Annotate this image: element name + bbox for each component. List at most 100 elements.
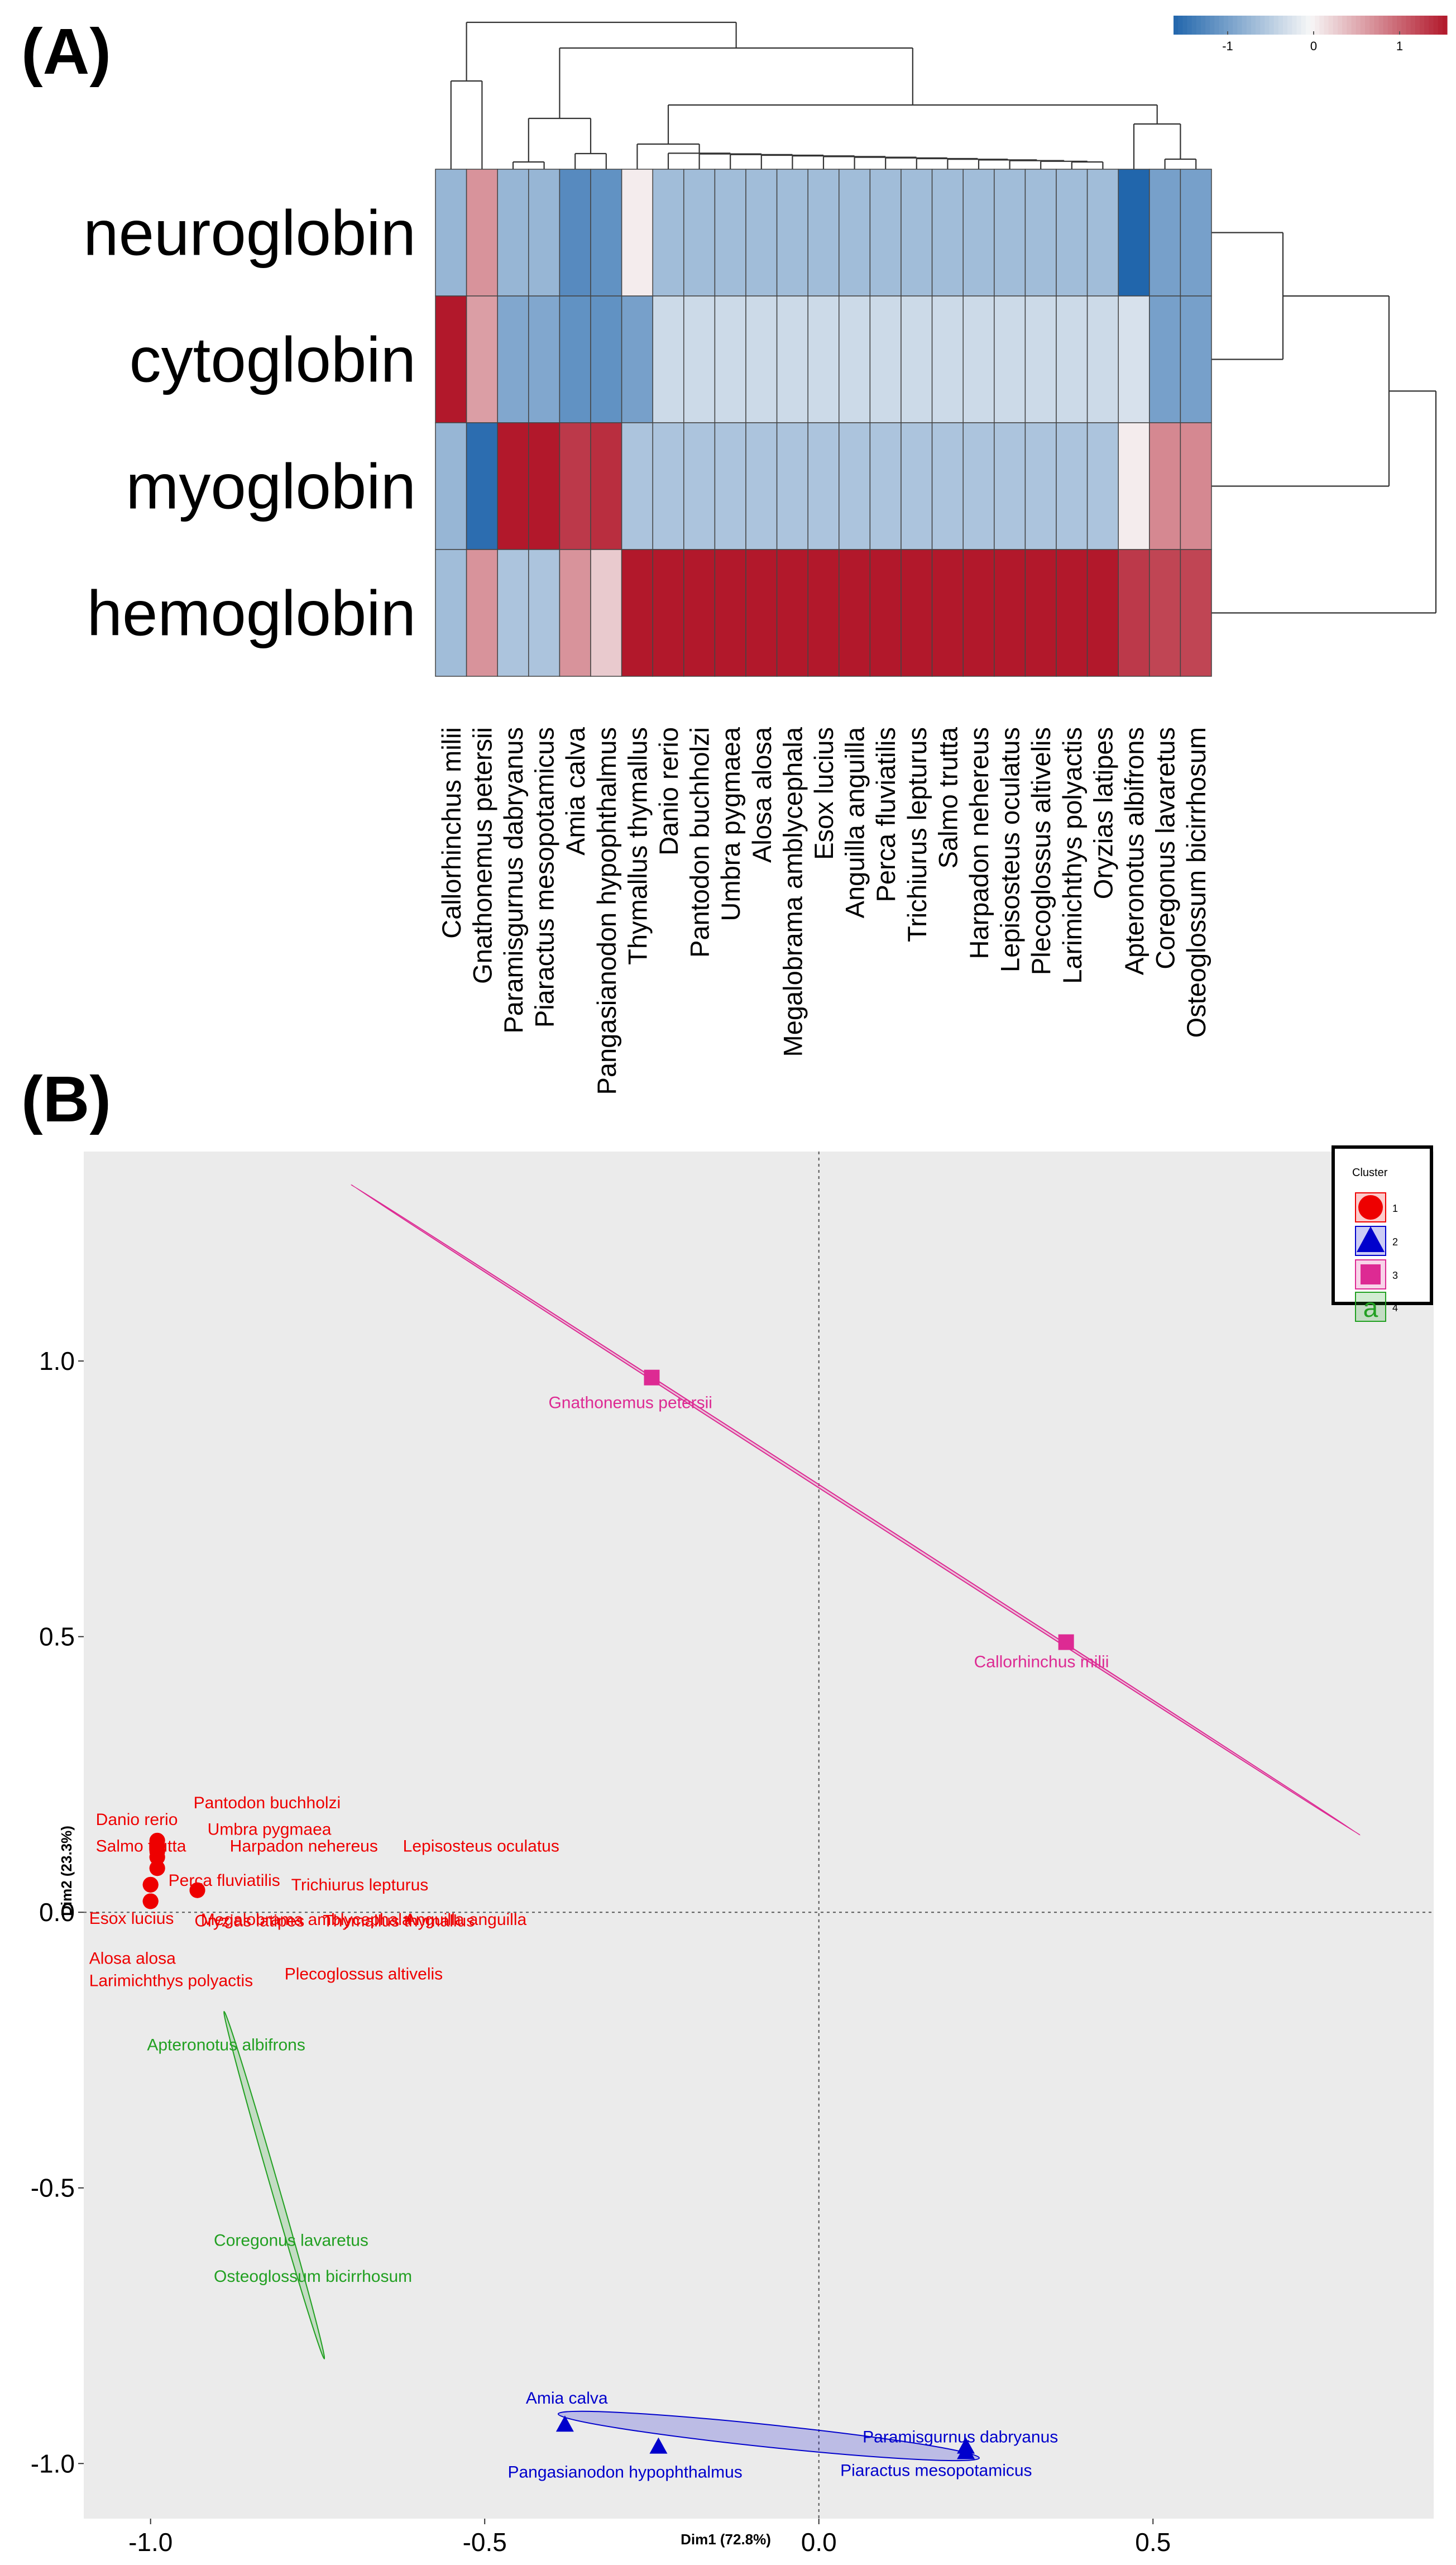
heatmap-cell xyxy=(621,295,653,423)
cluster-2-point xyxy=(957,2443,975,2459)
row-label: hemoglobin xyxy=(87,579,416,649)
heatmap-cell xyxy=(652,422,684,550)
column-label: Pangasianodon hypophthalmus xyxy=(592,727,621,1095)
y-tick-label: 1.0 xyxy=(39,1346,75,1375)
heatmap-cell xyxy=(776,295,808,423)
column-label: Perca fluviatilis xyxy=(871,727,901,902)
heatmap-cell xyxy=(994,549,1026,677)
column-label: Gnathonemus petersii xyxy=(467,727,497,984)
heatmap-cell xyxy=(962,549,995,677)
colorbar-step xyxy=(1415,16,1420,35)
colorbar: -1 0 1 xyxy=(1174,16,1448,53)
y-tick-label: 0.5 xyxy=(39,1622,75,1651)
heatmap-cell xyxy=(1180,295,1212,423)
colorbar-step xyxy=(1287,16,1292,35)
legend-marker-text: a xyxy=(1363,1293,1378,1323)
colorbar-step xyxy=(1360,16,1366,35)
colorbar-step xyxy=(1174,16,1179,35)
heatmap-cell xyxy=(435,549,467,677)
heatmap-cell xyxy=(714,169,746,297)
heatmap-cell xyxy=(590,422,622,550)
colorbar-step xyxy=(1438,16,1443,35)
column-label: Umbra pygmaea xyxy=(716,727,745,921)
heatmap-cell xyxy=(901,169,933,297)
heatmap-cell xyxy=(621,169,653,297)
heatmap-cell xyxy=(962,169,995,297)
heatmap-cell xyxy=(901,295,933,423)
cluster-4-ellipse xyxy=(223,2010,325,2359)
colorbar-step xyxy=(1278,16,1283,35)
cluster-3-ellipse xyxy=(350,1184,1361,1836)
colorbar-step xyxy=(1273,16,1279,35)
point-label: Lepisosteus oculatus xyxy=(403,1837,559,1855)
colorbar-step xyxy=(1365,16,1370,35)
colorbar-step xyxy=(1442,16,1448,35)
legend: Cluster 1 2 3 a 4 xyxy=(1332,1145,1433,1323)
point-label: Plecoglossus altivelis xyxy=(285,1965,443,1983)
point-label: Anguilla anguilla xyxy=(405,1910,527,1929)
heatmap-cell xyxy=(839,549,871,677)
heatmap-cell xyxy=(497,295,529,423)
heatmap-cell xyxy=(590,295,622,423)
colorbar-step xyxy=(1246,16,1252,35)
colorbar-step xyxy=(1301,16,1306,35)
colorbar-step xyxy=(1210,16,1215,35)
column-label: Amia calva xyxy=(561,727,590,856)
legend-box xyxy=(1332,1145,1433,1305)
point-label: Pangasianodon hypophthalmus xyxy=(507,2463,742,2482)
colorbar-step xyxy=(1305,16,1311,35)
heatmap-cell xyxy=(1086,549,1119,677)
colorbar-step xyxy=(1374,16,1380,35)
point-label: Megalobrama amblycephala xyxy=(201,1910,411,1929)
heatmap-cell xyxy=(559,422,591,550)
heatmap-cell xyxy=(683,422,716,550)
heatmap-cell xyxy=(839,422,871,550)
legend-entry-label: 1 xyxy=(1392,1203,1398,1214)
point-label: Trichiurus lepturus xyxy=(291,1876,429,1894)
heatmap-cell xyxy=(869,549,902,677)
heatmap-cell xyxy=(901,549,933,677)
heatmap-cell xyxy=(901,422,933,550)
heatmap-cell xyxy=(1024,549,1057,677)
colorbar-tick-label: 0 xyxy=(1310,39,1317,53)
colorbar-step xyxy=(1392,16,1397,35)
heatmap-cell xyxy=(1086,169,1119,297)
legend-entry-label: 2 xyxy=(1392,1236,1398,1248)
row-label: neuroglobin xyxy=(83,198,416,269)
point-label: Piaractus mesopotamicus xyxy=(840,2462,1032,2480)
column-label: Anguilla anguilla xyxy=(840,727,870,918)
point-label: Gnathonemus petersii xyxy=(548,1394,712,1412)
colorbar-step xyxy=(1214,16,1220,35)
row-labels: neuroglobin cytoglobin myoglobin hemoglobin xyxy=(83,198,416,649)
heatmap-cell xyxy=(745,295,778,423)
colorbar-tick-label: 1 xyxy=(1396,39,1403,53)
heatmap-cell xyxy=(1056,549,1088,677)
colorbar-step xyxy=(1223,16,1229,35)
point-label: Danio rerio xyxy=(96,1811,178,1829)
plot-background xyxy=(84,1152,1434,2519)
point-label: Perca fluviatilis xyxy=(169,1871,280,1890)
colorbar-step xyxy=(1182,16,1188,35)
column-label: Paramisgurnus dabryanus xyxy=(499,727,528,1034)
heatmap-cell xyxy=(1149,295,1181,423)
heatmap-cell xyxy=(559,549,591,677)
heatmap-cell xyxy=(497,422,529,550)
point-label: Paramisgurnus dabryanus xyxy=(863,2428,1058,2447)
column-label: Coregonus lavaretus xyxy=(1151,727,1180,969)
column-labels: Callorhinchus milii Gnathonemus petersii P… xyxy=(437,727,1211,1095)
colorbar-step xyxy=(1196,16,1201,35)
point-label: Harpadon nehereus xyxy=(230,1837,378,1855)
column-label: Callorhinchus milii xyxy=(437,727,466,939)
colorbar-tick-label: -1 xyxy=(1222,39,1233,53)
column-label: Megalobrama amblycephala xyxy=(778,727,807,1057)
heatmap-cell xyxy=(528,169,561,297)
heatmap-cell xyxy=(1086,422,1119,550)
heatmap-cell xyxy=(807,549,840,677)
heatmap-cell xyxy=(931,295,964,423)
column-label: Danio rerio xyxy=(654,727,683,856)
heatmap-cell xyxy=(1024,295,1057,423)
colorbar-step xyxy=(1406,16,1411,35)
colorbar-step xyxy=(1256,16,1261,35)
point-label: Alosa alosa xyxy=(89,1949,176,1967)
point-label: Oryzias latipes xyxy=(194,1912,304,1931)
